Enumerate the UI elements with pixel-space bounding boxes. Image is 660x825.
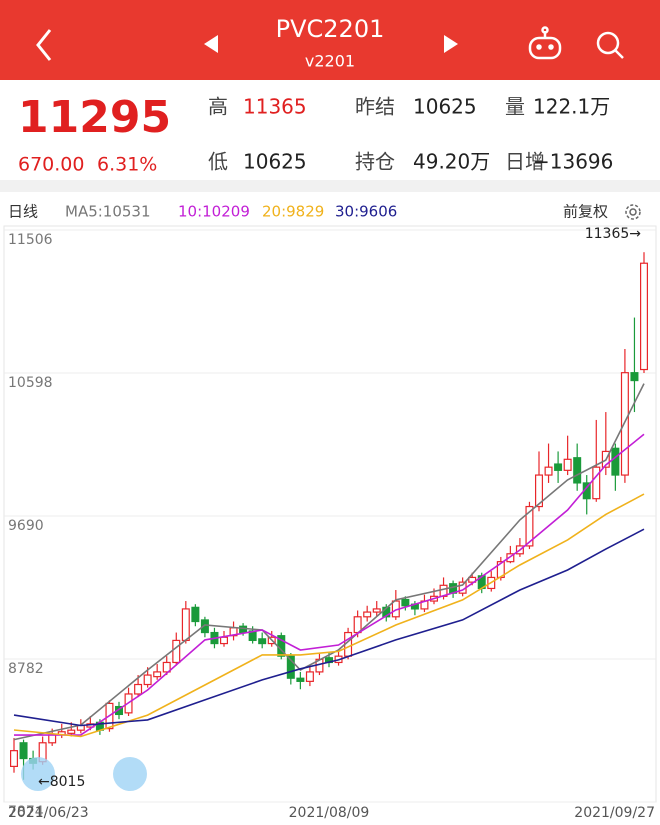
field-label: 量: [505, 95, 525, 119]
settings-icon[interactable]: [625, 204, 641, 220]
field-label: 日增: [505, 150, 545, 174]
legend-entry: 30:9606: [335, 203, 397, 221]
legend-entry: MA5:10531: [65, 203, 151, 221]
candle-body: [620, 372, 629, 476]
candle-body: [525, 505, 534, 547]
field-label: 持仓: [355, 150, 395, 174]
prev-button[interactable]: [204, 35, 218, 53]
candle-body: [554, 463, 563, 471]
candle-body: [286, 655, 295, 679]
ma-line: [13, 493, 645, 738]
robot-icon[interactable]: [528, 26, 562, 60]
ma-line: [13, 383, 645, 741]
separator: [0, 180, 660, 192]
high-annotation: 11365→: [585, 226, 642, 242]
y-tick-label: 10598: [8, 375, 53, 391]
candle-body: [630, 372, 639, 382]
price-change: 670.00: [18, 154, 84, 176]
candle-body: [19, 742, 28, 760]
field-label: 高: [208, 95, 228, 119]
candle-body: [48, 734, 57, 744]
price-change-pct: 6.31%: [97, 154, 157, 176]
adjust-label[interactable]: 前复权: [563, 203, 608, 221]
candle-body: [181, 608, 190, 642]
y-tick-label: 9690: [8, 518, 44, 534]
candle-body: [506, 553, 515, 563]
x-tick-label: 2021/06/23: [8, 805, 89, 821]
ma-line: [13, 528, 645, 727]
candle-body: [611, 447, 620, 476]
y-tick-label: 7874: [8, 804, 44, 820]
candle-body: [544, 466, 553, 476]
candle-body: [114, 705, 123, 716]
header-subtitle: v2201: [305, 52, 355, 71]
x-tick-label: 2021/09/27: [574, 805, 655, 821]
legend-entry: 20:9829: [262, 203, 324, 221]
field-value: 10625: [413, 95, 477, 119]
candle-body: [592, 466, 601, 500]
field-label: 昨结: [355, 95, 395, 119]
last-price: 11295: [18, 92, 171, 143]
period-label[interactable]: 日线: [8, 203, 38, 221]
candle-body: [639, 262, 648, 371]
ma-line: [13, 433, 645, 736]
candle-body: [134, 683, 143, 695]
candle-body: [468, 576, 477, 583]
header-title: PVC2201: [276, 15, 385, 43]
field-value: −13696: [533, 150, 613, 174]
next-button[interactable]: [444, 35, 458, 53]
candle-body: [573, 457, 582, 484]
field-value: 11365: [243, 95, 307, 119]
candle-body: [296, 677, 305, 682]
plot-frame: [3, 225, 657, 803]
candle-body: [372, 608, 381, 613]
candle-body: [363, 611, 372, 618]
field-value: 122.1万: [533, 95, 610, 119]
candle-body: [191, 606, 200, 623]
low-annotation: ←8015: [38, 774, 85, 790]
candle-body: [220, 636, 229, 645]
candle-body: [162, 661, 171, 673]
zoom-out-button[interactable]: [21, 757, 55, 791]
y-tick-label: 11506: [8, 232, 53, 248]
legend-entry: 10:10209: [178, 203, 250, 221]
back-button[interactable]: [36, 29, 52, 61]
y-tick-label: 8782: [8, 661, 44, 677]
candle-body: [258, 638, 267, 645]
header-bar: [0, 0, 660, 80]
candle-body: [239, 625, 248, 634]
search-icon[interactable]: [596, 31, 624, 59]
candle-body: [305, 671, 314, 682]
plot: 7874 8782 9690 10598 11506 2021/06/23 2021/08/…: [3, 225, 657, 821]
candle-body: [534, 474, 543, 508]
candle-body: [200, 619, 209, 634]
candle-body: [10, 750, 19, 768]
candle-body: [143, 674, 152, 686]
candle-body: [401, 598, 410, 607]
field-value: 10625: [243, 150, 307, 174]
quote-fields: 高 11365 昨结 10625 量 122.1万低 10625 持仓 49.20万 日增−136…: [208, 95, 613, 174]
field-value: 49.20万: [413, 150, 490, 174]
candle-body: [153, 671, 162, 678]
candle-body: [67, 729, 76, 734]
x-tick-label: 2021/08/09: [289, 805, 370, 821]
candle-body: [172, 639, 181, 664]
candle-body: [563, 458, 572, 471]
zoom-in-button[interactable]: [113, 757, 147, 791]
field-label: 低: [208, 150, 228, 174]
